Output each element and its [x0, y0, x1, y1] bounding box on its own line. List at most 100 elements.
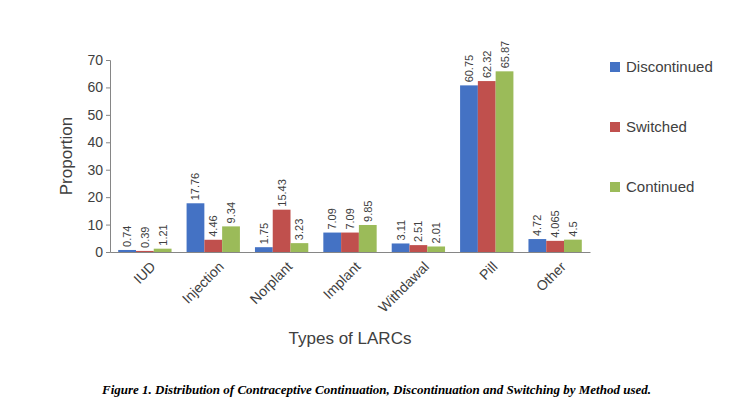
x-tick: IUD	[130, 252, 158, 287]
legend-swatch	[610, 62, 620, 72]
y-tick: 30	[87, 162, 110, 178]
data-label: 2.51	[412, 221, 424, 242]
x-tick: Norplant	[247, 252, 296, 307]
data-label: 9.34	[225, 202, 237, 223]
chart: 0 10 20 30 40 50 60 70 IUD Injection Norplant Impla…	[0, 0, 753, 408]
y-tick-label: 0	[95, 244, 103, 260]
legend-swatch	[610, 122, 620, 132]
bar	[359, 225, 377, 252]
x-tick: Injection	[179, 252, 227, 307]
bar	[546, 241, 564, 252]
x-axis-line	[111, 252, 591, 253]
y-tick-label: 10	[87, 217, 103, 233]
legend-entry: Continued	[610, 178, 694, 195]
x-tick: Implant	[320, 252, 364, 302]
x-axis-title: Types of LARCs	[289, 329, 412, 348]
plot: 0 10 20 30 40 50 60 70 IUD Injection Norplant Impla…	[87, 41, 590, 316]
title: Figure 1. Distribution of Contraceptive …	[101, 382, 651, 397]
bar	[564, 240, 582, 252]
x-tick: Pill	[476, 252, 501, 283]
bar	[528, 239, 546, 252]
bar	[341, 233, 359, 252]
legend: Discontinued Switched Continued	[610, 58, 713, 195]
y-tick-mark	[106, 170, 110, 171]
y-tick-mark	[106, 87, 110, 88]
data-label: 4.065	[549, 210, 561, 238]
data-label: 17.76	[189, 173, 201, 201]
y-axis-line	[106, 61, 111, 253]
x-tick-label: Withdawal	[375, 258, 432, 315]
bar	[187, 203, 205, 252]
data-label: 1.21	[157, 224, 169, 245]
legend-label: Continued	[626, 178, 694, 195]
data-labels: 0.7417.761.757.093.1160.754.720.394.4615…	[121, 41, 579, 248]
bar	[427, 246, 445, 252]
bar	[118, 250, 136, 252]
x-tick: Withdawal	[375, 252, 432, 315]
data-label: 0.74	[121, 226, 133, 247]
bar	[204, 240, 222, 252]
legend-label: Discontinued	[626, 58, 713, 75]
bar	[154, 249, 172, 252]
y-tick-label: 20	[87, 189, 103, 205]
x-tick-label: Other	[533, 258, 569, 294]
y-tick: 70	[87, 52, 110, 68]
data-label: 3.11	[395, 220, 407, 241]
x-tick: Other	[533, 252, 569, 294]
y-tick-label: 70	[87, 52, 103, 68]
y-tick-label: 30	[87, 162, 103, 178]
y-tick-mark	[106, 115, 110, 116]
legend-entry: Switched	[610, 118, 687, 135]
bar	[291, 243, 309, 252]
y-tick-label: 50	[87, 107, 103, 123]
y-axis: 0 10 20 30 40 50 60 70	[87, 52, 110, 260]
legend-label: Switched	[626, 118, 687, 135]
data-label: 15.43	[276, 179, 288, 207]
bar	[409, 245, 427, 252]
y-tick-label: 40	[87, 134, 103, 150]
bar	[136, 251, 154, 252]
y-tick: 60	[87, 79, 110, 95]
x-tick-label: IUD	[130, 258, 158, 286]
y-tick: 50	[87, 107, 110, 123]
y-tick: 0	[95, 244, 110, 260]
y-tick-mark	[106, 197, 110, 198]
data-label: 65.87	[499, 41, 511, 69]
data-label: 4.46	[207, 215, 219, 236]
x-tick-label: Injection	[179, 258, 227, 306]
legend-entry: Discontinued	[610, 58, 713, 75]
bar	[323, 233, 341, 252]
data-label: 7.09	[326, 208, 338, 229]
x-tick-label: Pill	[476, 258, 501, 283]
y-axis-title: Proportion	[57, 117, 76, 195]
bar	[222, 226, 240, 252]
bar	[255, 247, 273, 252]
bar	[460, 85, 478, 252]
legend-swatch	[610, 182, 620, 192]
y-tick: 20	[87, 189, 110, 205]
series	[154, 71, 582, 252]
x-tick-label: Norplant	[247, 258, 296, 307]
x-axis: IUD Injection Norplant ImplantWithdawal Pill…	[111, 252, 591, 315]
bar	[496, 71, 514, 252]
bar	[392, 243, 410, 252]
data-label: 4.5	[567, 221, 579, 236]
data-label: 4.72	[531, 215, 543, 236]
y-tick-mark	[106, 142, 110, 143]
y-tick: 10	[87, 217, 110, 233]
data-label: 1.75	[258, 223, 270, 244]
data-label: 7.09	[344, 208, 356, 229]
data-label: 62.32	[481, 51, 493, 79]
data-label: 9.85	[362, 201, 374, 222]
y-tick-label: 60	[87, 79, 103, 95]
x-tick-label: Implant	[320, 258, 364, 302]
data-label: 2.01	[430, 222, 442, 243]
y-tick-mark	[106, 225, 110, 226]
y-tick: 40	[87, 134, 110, 150]
data-label: 3.23	[293, 219, 305, 240]
y-tick-mark	[106, 252, 110, 253]
data-label: 60.75	[463, 55, 475, 83]
bars	[118, 71, 582, 252]
bar	[273, 210, 291, 252]
bar	[478, 81, 496, 252]
